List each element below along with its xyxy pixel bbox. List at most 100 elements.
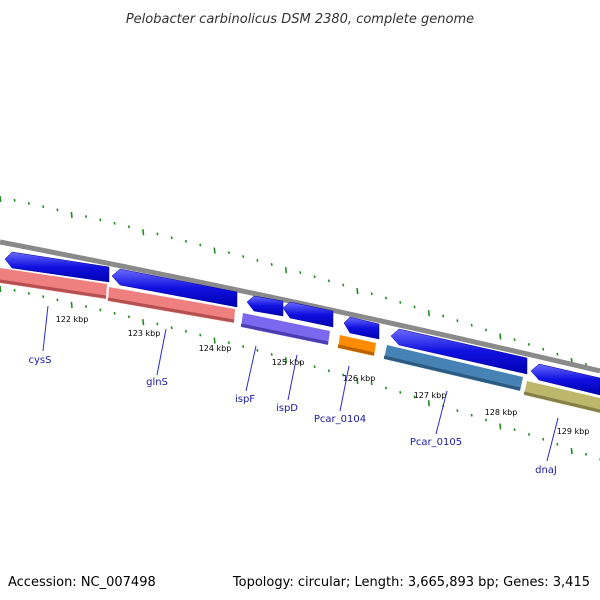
major-tick	[427, 310, 430, 317]
major-tick	[70, 211, 73, 219]
feature-ispF-ispD	[241, 313, 330, 345]
minor-tick	[342, 373, 345, 377]
genome-backbone	[0, 239, 600, 374]
minor-tick	[27, 202, 30, 205]
leader-line-ispD	[287, 354, 298, 401]
minor-tick	[299, 271, 302, 274]
major-tick	[499, 423, 502, 430]
leader-line-glnS	[156, 328, 167, 376]
minor-tick	[384, 296, 388, 300]
minor-tick	[413, 305, 416, 309]
minor-tick	[527, 343, 530, 346]
major-tick	[213, 247, 216, 254]
map-title: Pelobacter carbinolicus DSM 2380, comple…	[126, 12, 474, 27]
minor-tick	[127, 225, 130, 229]
feature-dnaJ-shadow	[523, 391, 600, 413]
minor-tick	[113, 311, 116, 315]
minor-tick	[270, 263, 273, 266]
scale-label: 128 kbp	[485, 408, 518, 417]
feature-ispF-ispD-shadow	[240, 323, 329, 345]
scale-label: 122 kbp	[56, 315, 89, 324]
leader-line-Pcar-0104	[339, 365, 350, 412]
gene-labels: cysS glnS ispF ispD Pcar_0104 Pcar_0105 …	[29, 355, 557, 476]
minor-tick	[484, 418, 488, 422]
major-tick	[142, 229, 145, 236]
leader-line-ispF	[245, 345, 257, 392]
minor-tick	[256, 259, 259, 262]
minor-tick	[527, 433, 530, 436]
minor-tick	[542, 347, 545, 351]
feature-cysS	[0, 268, 107, 299]
gene-label-Pcar-0104[interactable]: Pcar_0104	[314, 414, 366, 425]
minor-tick	[299, 361, 302, 364]
minor-tick	[42, 205, 45, 209]
minor-tick	[470, 323, 473, 327]
minor-tick	[56, 298, 59, 302]
minor-tick	[127, 315, 130, 319]
arrow-glnS	[111, 268, 238, 308]
minor-tick	[42, 295, 45, 299]
minor-tick	[413, 395, 416, 399]
gene-label-dnaJ[interactable]: dnaJ	[535, 465, 557, 476]
major-tick	[213, 337, 216, 344]
minor-tick	[99, 308, 102, 312]
minor-tick	[556, 442, 559, 446]
feature-glnS	[108, 287, 235, 323]
minor-tick	[442, 314, 445, 318]
scale-label: 124 kbp	[199, 344, 232, 353]
minor-tick	[13, 198, 16, 202]
major-tick	[284, 267, 288, 274]
major-tick	[356, 288, 359, 295]
inner-tick-ring	[0, 285, 600, 461]
minor-tick	[384, 386, 388, 390]
feature-Pcar-0104-shadow	[337, 344, 375, 356]
minor-tick	[170, 236, 173, 240]
major-tick	[142, 319, 145, 326]
leader-line-cysS	[42, 305, 49, 352]
minor-tick	[170, 326, 173, 330]
accession-text: Accession: NC_007498	[8, 575, 156, 590]
gene-label-ispF[interactable]: ispF	[235, 394, 255, 405]
minor-tick	[113, 221, 116, 225]
arrow-Pcar-0104	[343, 316, 380, 340]
gene-label-Pcar-0105[interactable]: Pcar_0105	[410, 437, 462, 448]
minor-tick	[184, 239, 188, 243]
minor-tick	[327, 369, 330, 373]
gene-label-lines	[42, 305, 559, 462]
minor-tick	[456, 409, 459, 413]
arrow-Pcar-0105	[390, 328, 528, 375]
feature-glnS-shadow	[107, 297, 235, 323]
minor-tick	[27, 292, 30, 295]
minor-tick	[242, 345, 245, 348]
minor-tick	[584, 452, 588, 456]
minor-tick	[399, 391, 402, 394]
feature-bars	[0, 268, 600, 413]
minor-tick	[542, 437, 545, 441]
arrow-dnaJ	[530, 363, 600, 396]
minor-tick	[370, 292, 373, 296]
minor-tick	[484, 328, 488, 332]
minor-tick	[227, 341, 230, 345]
minor-tick	[84, 305, 88, 308]
gene-label-cysS[interactable]: cysS	[29, 355, 52, 366]
scale-label: 126 kbp	[343, 374, 376, 383]
minor-tick	[513, 428, 516, 431]
gene-label-ispD[interactable]: ispD	[276, 403, 298, 414]
major-tick	[427, 400, 430, 407]
minor-tick	[199, 333, 202, 337]
major-tick	[499, 333, 502, 340]
minor-tick	[156, 322, 159, 326]
arrow-ispD	[282, 301, 334, 328]
arrow-cysS	[4, 251, 110, 283]
scale-label: 123 kbp	[128, 329, 161, 338]
minor-tick	[313, 365, 316, 369]
major-tick	[284, 357, 288, 364]
gene-label-glnS[interactable]: glnS	[146, 377, 168, 388]
minor-tick	[342, 283, 345, 287]
scale-label: 127 kbp	[414, 391, 447, 400]
topology-text: Topology: circular; Length: 3,665,893 bp…	[232, 575, 590, 590]
minor-tick	[199, 243, 202, 247]
scale-label: 129 kbp	[557, 427, 590, 436]
minor-tick	[56, 208, 59, 212]
